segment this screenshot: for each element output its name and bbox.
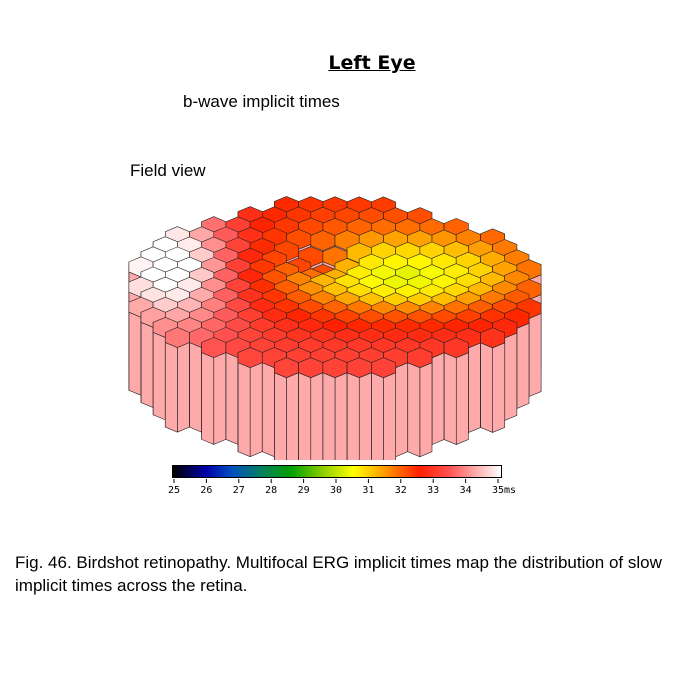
scale-tick-label: 33 [427,485,440,496]
figure-title: Left Eye [328,52,416,74]
hex-cell [443,337,469,359]
scale-tick-label: 29 [297,485,310,496]
hex-cell [407,347,433,369]
hex-cell [371,357,396,379]
scale-tick-label: 34 [459,485,472,496]
scale-tick-label: 25 [167,485,181,496]
scale-tick-label: 32 [394,485,407,496]
color-scale-bar [172,465,502,478]
figure-caption: Fig. 46. Birdshot retinopathy. Multifoca… [15,553,662,595]
scale-tick-label: 28 [265,485,278,496]
figure-subtitle: b-wave implicit times [183,92,340,111]
scale-tick-label: 35ms [491,485,517,496]
hexagon-3d-map [128,196,542,460]
color-scale-ticks [173,479,499,483]
scale-tick-label: 27 [232,485,245,496]
scale-tick-label: 26 [200,485,213,496]
view-label: Field view [130,161,206,180]
scale-tick-label: 31 [362,485,375,496]
hex-cell [480,327,506,349]
scale-tick-label: 30 [329,485,343,496]
